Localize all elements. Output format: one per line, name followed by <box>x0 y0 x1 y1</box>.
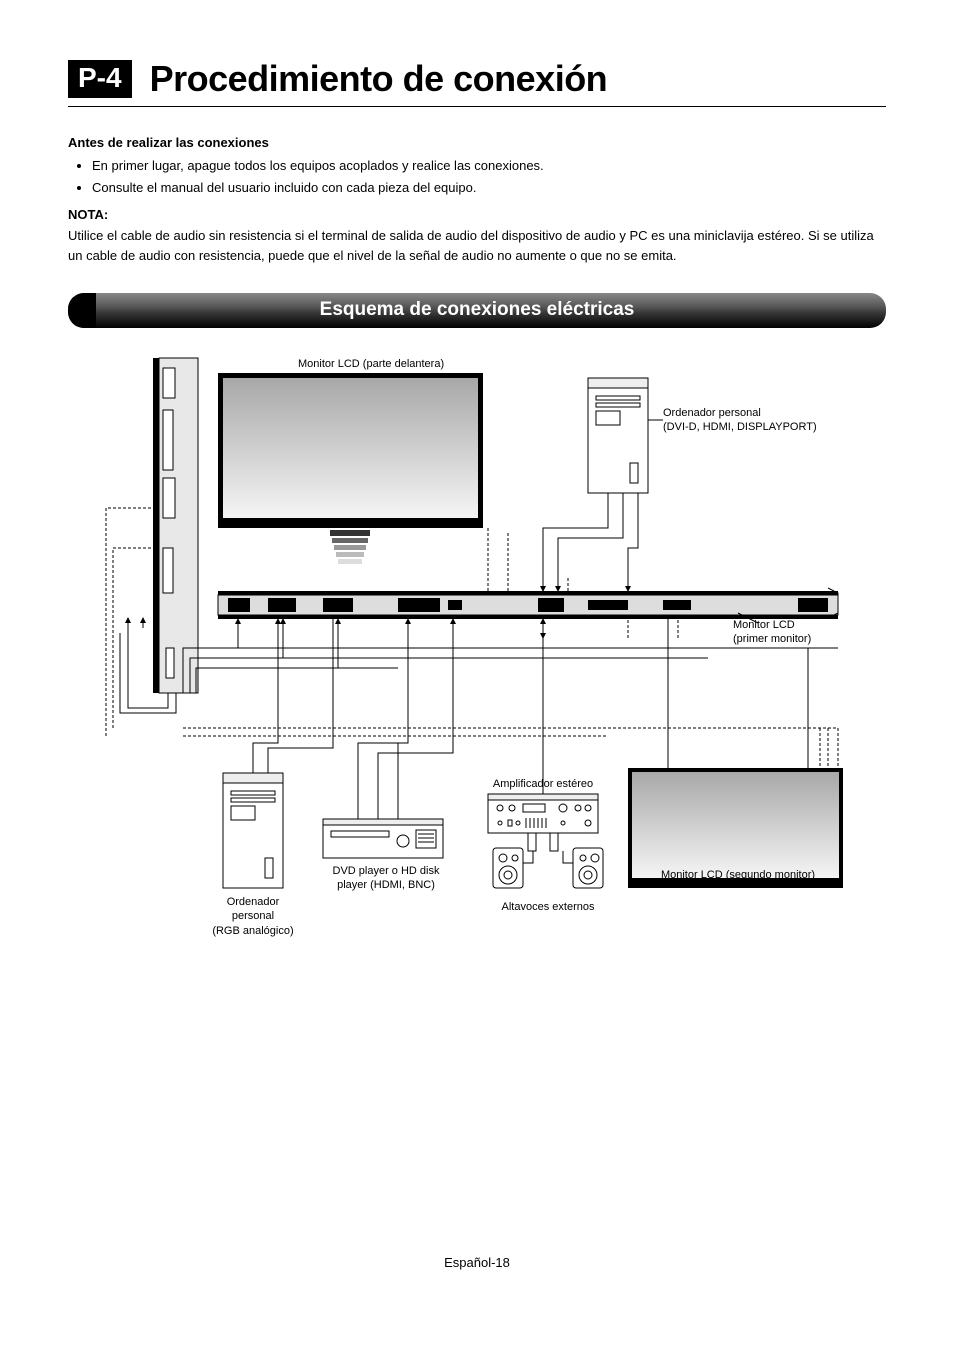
label-pc-top: Ordenador personal (DVI-D, HDMI, DISPLAY… <box>663 406 817 435</box>
section-badge: P-4 <box>68 60 132 98</box>
speaker-left-icon <box>493 848 523 888</box>
monitor-side-panel-icon <box>153 358 198 693</box>
intro-bullet: Consulte el manual del usuario incluido … <box>92 178 886 198</box>
monitor-rear-ports-icon <box>218 588 838 619</box>
nota-heading: NOTA: <box>68 207 886 222</box>
label-speakers: Altavoces externos <box>483 900 613 914</box>
pc-bottom-icon <box>223 773 283 888</box>
nota-text: Utilice el cable de audio sin resistenci… <box>68 226 886 265</box>
dvd-player-icon <box>323 819 443 858</box>
section-banner-label: Esquema de conexiones eléctricas <box>320 299 635 320</box>
section-banner: Esquema de conexiones eléctricas <box>68 293 886 328</box>
intro-list: En primer lugar, apague todos los equipo… <box>68 156 886 197</box>
monitor-front-icon <box>218 373 483 564</box>
intro-heading: Antes de realizar las conexiones <box>68 135 886 150</box>
page-header: P-4 Procedimiento de conexión <box>68 58 886 107</box>
amplifier-icon <box>488 794 598 833</box>
page-title: Procedimiento de conexión <box>150 58 608 100</box>
label-amp: Amplificador estéreo <box>483 777 603 791</box>
pc-top-icon <box>588 378 648 493</box>
label-monitor-second: Monitor LCD (segundo monitor) <box>638 868 838 882</box>
intro-bullet: En primer lugar, apague todos los equipo… <box>92 156 886 176</box>
label-dvd: DVD player o HD disk player (HDMI, BNC) <box>326 864 446 893</box>
label-monitor-first: Monitor LCD (primer monitor) <box>733 618 811 647</box>
wiring-diagram: Monitor LCD (parte delantera) Ordenador … <box>68 348 886 938</box>
page-footer: Español-18 <box>0 1255 954 1270</box>
label-pc-bottom: Ordenador personal (RGB analógico) <box>198 895 308 938</box>
speaker-right-icon <box>573 848 603 888</box>
label-monitor-front: Monitor LCD (parte delantera) <box>298 357 444 371</box>
